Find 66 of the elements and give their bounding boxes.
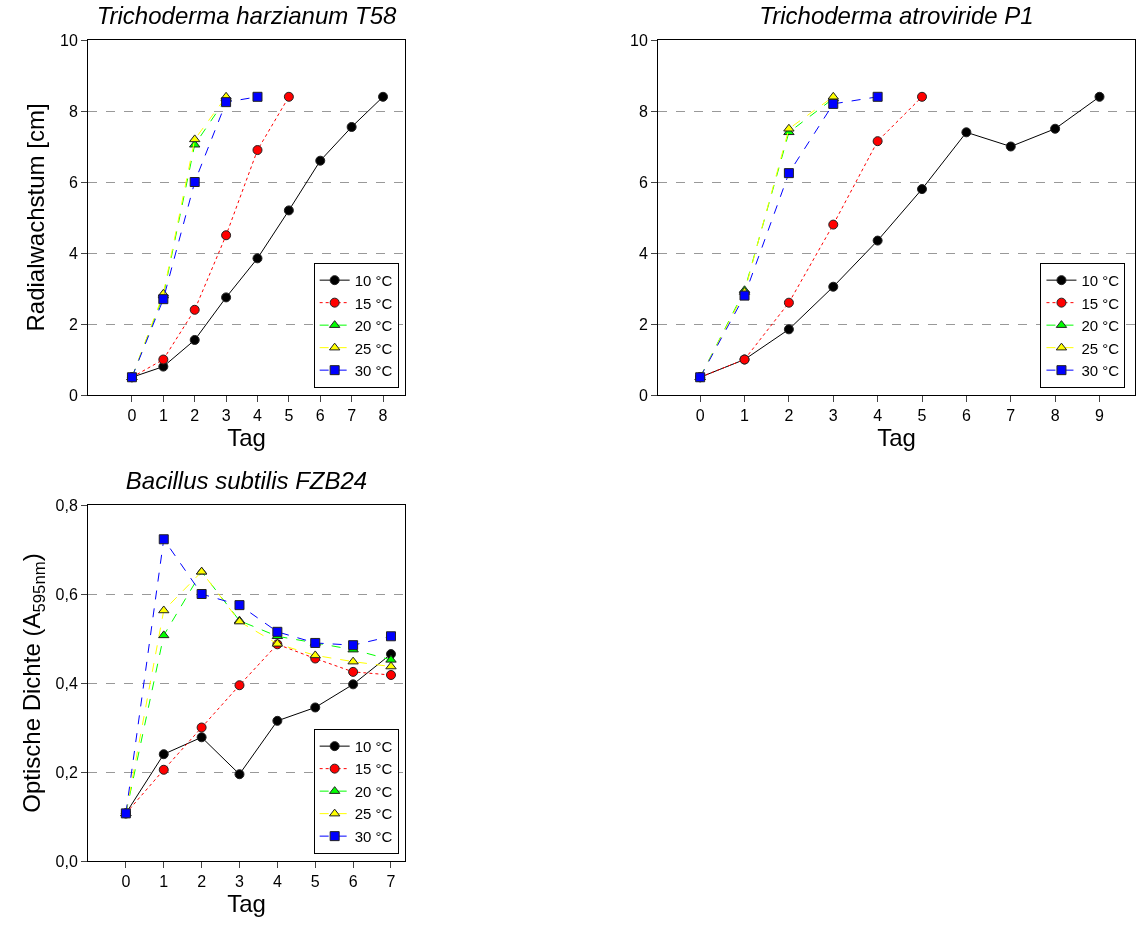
x-tick-label: 3 [828,407,838,425]
x-tick-label: 9 [1095,407,1105,425]
legend-label: 30 °C [354,362,393,379]
x-tick-label: 7 [386,873,396,891]
x-tick-label: 1 [740,407,750,425]
y-tick-label: 4 [68,244,78,262]
legend-label: 20 °C [354,782,393,800]
y-tick-label: 4 [638,244,648,262]
y-tick-label: 10 [630,31,648,49]
y-tick-label: 0,6 [55,585,78,603]
x-tick-label: 8 [1050,407,1060,425]
y-tick-label: 0 [638,386,648,404]
x-tick-label: 4 [253,407,263,425]
x-tick-label: 8 [378,407,388,425]
y-tick-label: 0,0 [55,852,78,870]
legend-label: 20 °C [354,317,393,334]
x-tick-label: 1 [158,407,168,425]
legend-label: 10 °C [354,272,393,289]
legend-label: 20 °C [1081,317,1120,334]
chart-title: Bacillus subtilis FZB24 [125,466,368,494]
x-tick-label: 0 [121,873,131,891]
legend-label: 10 °C [1081,272,1120,289]
y-tick-label: 8 [638,102,648,120]
x-axis-title: Tag [227,890,266,918]
x-axis-title: Tag [227,424,266,452]
y-tick-label: 2 [68,315,78,333]
x-tick-label: 0 [127,407,137,425]
y-tick-label: 0,2 [55,763,78,781]
y-tick-label: 6 [68,173,78,191]
y-tick-label: 0,4 [55,674,78,692]
legend-label: 15 °C [354,294,393,312]
x-tick-label: 3 [221,407,231,425]
y-tick-label: 8 [68,102,78,120]
legend-label: 15 °C [1081,294,1120,312]
y-tick-label: 10 [60,31,78,49]
x-tick-label: 6 [315,407,325,425]
x-tick-label: 5 [310,873,320,891]
chart-title: Trichoderma harzianum T58 [96,1,397,29]
chart-title: Trichoderma atroviride P1 [759,1,1034,29]
x-tick-label: 7 [347,407,357,425]
y-tick-label: 6 [638,173,648,191]
x-tick-label: 2 [197,873,207,891]
legend-label: 25 °C [354,339,393,357]
x-tick-label: 4 [873,407,883,425]
legend-label: 25 °C [1081,339,1120,357]
x-tick-label: 6 [348,873,358,891]
legend-label: 30 °C [1081,362,1120,379]
x-tick-label: 2 [190,407,200,425]
x-tick-label: 0 [695,407,705,425]
legend-label: 30 °C [354,827,393,845]
y-tick-label: 0 [68,386,78,404]
y-tick-label: 2 [638,315,648,333]
legend-label: 10 °C [354,737,393,755]
x-tick-label: 2 [784,407,794,425]
legend-label: 15 °C [354,760,393,778]
x-tick-label: 3 [235,873,245,891]
x-tick-label: 7 [1006,407,1016,425]
y-axis-title: Radialwachstum [cm] [22,103,50,332]
y-tick-label: 0,8 [55,496,78,514]
x-tick-label: 5 [284,407,294,425]
x-tick-label: 6 [961,407,971,425]
x-tick-label: 5 [917,407,927,425]
x-tick-label: 4 [272,873,282,891]
x-axis-title: Tag [877,424,916,452]
legend-label: 25 °C [354,805,393,823]
x-tick-label: 1 [159,873,169,891]
